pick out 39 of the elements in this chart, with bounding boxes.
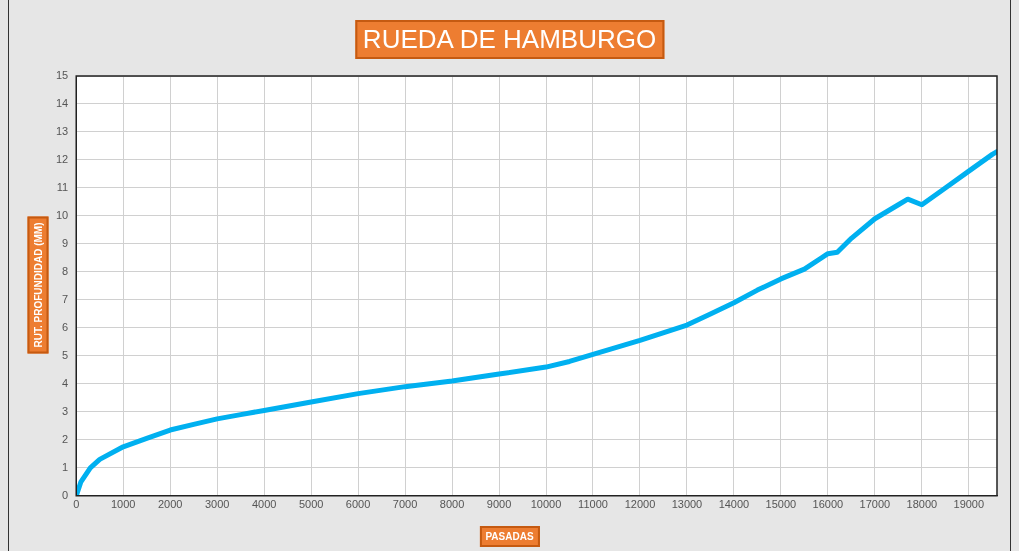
x-tick-label: 11000 bbox=[578, 498, 608, 511]
y-tick-label: 15 bbox=[55, 69, 69, 82]
y-tick-label: 5 bbox=[62, 348, 69, 361]
x-tick-label: 5000 bbox=[298, 498, 324, 511]
y-tick-label: 3 bbox=[62, 404, 69, 417]
y-tick-label: 8 bbox=[62, 264, 69, 277]
x-tick-label: 4000 bbox=[251, 498, 277, 511]
y-tick-label: 9 bbox=[62, 236, 69, 249]
x-axis-title: PASADAS bbox=[479, 526, 540, 547]
x-tick-label: 10000 bbox=[530, 498, 562, 511]
x-tick-label: 12000 bbox=[624, 498, 656, 511]
x-tick-label: 3000 bbox=[204, 498, 230, 511]
x-tick-label: 14000 bbox=[718, 498, 750, 511]
y-tick-label: 13 bbox=[55, 125, 69, 137]
y-tick-label: 2 bbox=[62, 432, 69, 445]
x-tick-label: 2000 bbox=[157, 498, 183, 511]
y-tick-label: 0 bbox=[62, 488, 69, 501]
x-tick-label: 6000 bbox=[345, 498, 371, 511]
y-axis-title: RUT. PROFUNDIDAD (MM) bbox=[27, 216, 49, 354]
x-tick-label: 17000 bbox=[859, 498, 891, 511]
x-tick-label: 8000 bbox=[439, 498, 465, 511]
y-tick-label: 14 bbox=[55, 97, 69, 110]
x-tick-label: 13000 bbox=[671, 498, 703, 511]
y-tick-label: 1 bbox=[62, 460, 69, 473]
x-tick-label: 15000 bbox=[765, 498, 797, 511]
x-tick-label: 16000 bbox=[812, 498, 844, 511]
x-tick-label: 7000 bbox=[392, 498, 418, 511]
y-tick-label: 11 bbox=[56, 180, 69, 193]
y-tick-label: 12 bbox=[55, 152, 69, 165]
x-tick-label: 9000 bbox=[486, 498, 512, 511]
x-tick-label: 18000 bbox=[906, 498, 938, 511]
y-tick-label: 10 bbox=[55, 208, 69, 221]
x-tick-label: 1000 bbox=[110, 498, 136, 511]
chart-title: RUEDA DE HAMBURGO bbox=[354, 20, 665, 59]
y-tick-label: 6 bbox=[62, 320, 69, 333]
x-tick-label: 0 bbox=[73, 498, 80, 511]
y-tick-label: 7 bbox=[62, 292, 69, 305]
x-tick-label: 19000 bbox=[953, 498, 985, 511]
y-tick-label: 4 bbox=[62, 376, 69, 389]
